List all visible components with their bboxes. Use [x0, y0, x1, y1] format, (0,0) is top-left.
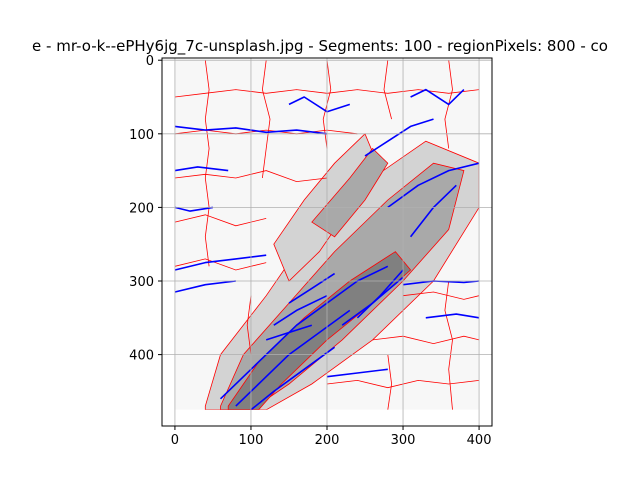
x-tick-label: 200: [315, 433, 340, 448]
plot-area: [161, 57, 493, 427]
segment-boundary-8: [204, 60, 210, 267]
y-tick-label: 0: [146, 54, 154, 69]
x-tick-label: 400: [467, 433, 492, 448]
contour-line-4: [402, 280, 480, 286]
contour-line-19: [288, 96, 351, 113]
segment-boundary-6: [372, 335, 480, 345]
contour-line-16: [273, 294, 328, 326]
y-tick-label: 100: [129, 128, 154, 143]
contour-line-3: [174, 280, 236, 293]
contour-line-17: [265, 324, 313, 341]
x-tick-label: 300: [391, 433, 416, 448]
contour-line-11: [356, 269, 404, 319]
y-tick-label: 200: [129, 201, 154, 216]
contour-line-20: [174, 206, 214, 212]
x-tick-label: 0: [171, 433, 179, 448]
segment-boundary-9: [261, 60, 271, 179]
axis-ticks: 0 100 200 300 400 0 100 200 300 400: [129, 54, 491, 448]
x-tick-label: 100: [239, 433, 264, 448]
segment-boundary-13: [444, 280, 453, 410]
segment-boundary-11: [383, 60, 392, 120]
segment-boundary-15: [246, 295, 252, 355]
contour-line-9: [250, 346, 336, 410]
y-tick-label: 300: [129, 275, 154, 290]
contour-line-6: [326, 368, 388, 378]
segment-boundary-5: [402, 291, 480, 300]
contour-line-18: [410, 88, 465, 106]
segment-boundary-14: [387, 354, 393, 410]
contour-line-1: [174, 166, 229, 172]
contour-line-5: [425, 313, 480, 319]
segment-region-4: [311, 147, 389, 238]
y-tick-label: 400: [129, 349, 154, 364]
chart-title: e - mr-o-k--ePHy6jg_7c-unsplash.jpg - Se…: [32, 37, 608, 56]
